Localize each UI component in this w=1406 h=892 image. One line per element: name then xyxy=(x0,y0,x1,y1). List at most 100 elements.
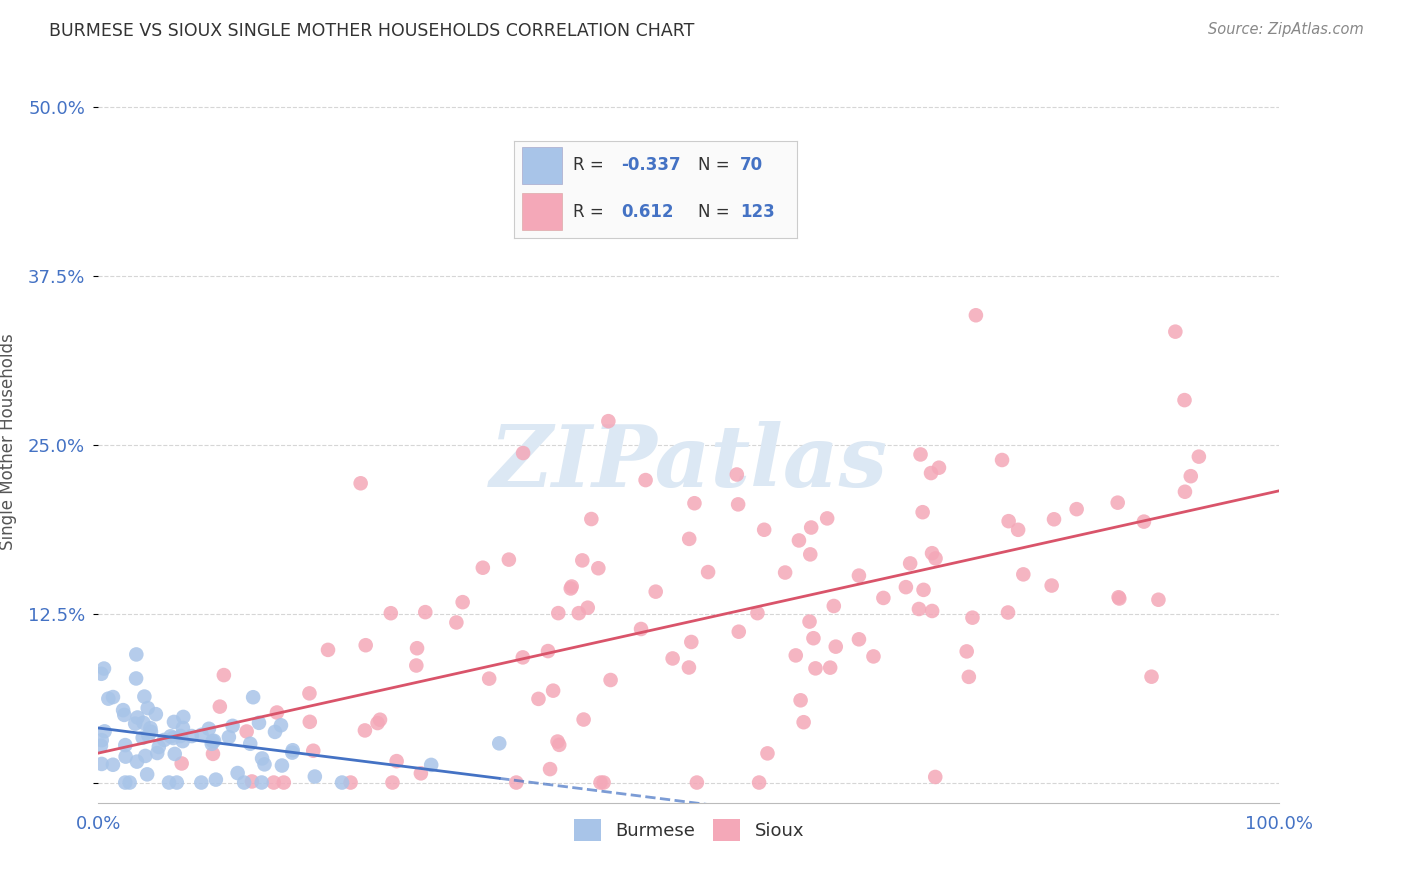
Point xyxy=(271,758,294,772)
Point xyxy=(138,729,160,743)
Point xyxy=(381,775,404,789)
Point xyxy=(581,512,603,526)
Point xyxy=(239,737,262,751)
Bar xyxy=(522,194,562,230)
Y-axis label: Single Mother Households: Single Mother Households xyxy=(0,334,17,549)
Point xyxy=(634,473,657,487)
Point xyxy=(683,496,706,510)
Text: N =: N = xyxy=(697,156,734,175)
Point xyxy=(725,467,748,482)
Point xyxy=(571,553,593,567)
Point xyxy=(630,622,652,636)
Point xyxy=(1040,578,1063,592)
Point xyxy=(330,775,353,789)
Point xyxy=(908,602,931,616)
Point xyxy=(145,707,167,722)
Point xyxy=(247,715,270,730)
Point xyxy=(93,724,115,739)
Point xyxy=(118,775,141,789)
Point xyxy=(136,701,159,715)
Point xyxy=(354,723,377,738)
Point xyxy=(588,561,610,575)
Point xyxy=(785,648,807,663)
Point xyxy=(1108,591,1130,605)
Point xyxy=(1012,567,1035,582)
Point xyxy=(823,599,845,613)
Point xyxy=(1066,502,1088,516)
Point xyxy=(114,775,136,789)
Point xyxy=(218,730,240,744)
Point xyxy=(589,775,612,789)
Point xyxy=(250,775,273,789)
Point xyxy=(235,724,257,739)
Point xyxy=(1043,512,1066,526)
Point xyxy=(599,673,621,687)
Point xyxy=(686,775,709,789)
Point xyxy=(928,460,950,475)
Point xyxy=(420,758,443,772)
Point xyxy=(848,632,870,647)
Point xyxy=(803,631,825,645)
Point xyxy=(1007,523,1029,537)
Point xyxy=(242,690,264,705)
Point xyxy=(818,660,841,674)
Point xyxy=(350,476,373,491)
Text: N =: N = xyxy=(697,202,734,220)
Point xyxy=(561,580,583,594)
Point xyxy=(264,725,287,739)
Point xyxy=(406,641,429,656)
Point xyxy=(281,746,304,760)
Point xyxy=(661,651,683,665)
Point xyxy=(112,703,135,717)
Point xyxy=(537,644,560,658)
Point xyxy=(226,766,249,780)
Point xyxy=(912,582,935,597)
Point xyxy=(921,546,943,560)
Text: R =: R = xyxy=(574,202,614,220)
Point xyxy=(799,615,821,629)
Point xyxy=(1147,592,1170,607)
Point xyxy=(180,729,202,743)
Point xyxy=(488,736,510,750)
Point xyxy=(270,718,292,732)
Point xyxy=(894,580,917,594)
Point xyxy=(134,748,156,763)
Point xyxy=(697,565,720,579)
Point xyxy=(124,716,146,731)
Point xyxy=(90,733,112,747)
Point xyxy=(125,648,148,662)
Point xyxy=(148,739,170,754)
Point xyxy=(190,775,212,789)
Point xyxy=(202,734,225,748)
Point xyxy=(756,747,779,761)
Point xyxy=(1108,591,1130,606)
Point xyxy=(547,606,569,620)
Point xyxy=(1140,670,1163,684)
Point xyxy=(263,775,285,789)
Text: -0.337: -0.337 xyxy=(621,156,681,175)
Point xyxy=(754,523,776,537)
Point xyxy=(298,686,321,700)
Point xyxy=(273,775,295,789)
Point xyxy=(125,672,148,686)
Bar xyxy=(522,147,562,184)
Point xyxy=(1107,496,1129,510)
Point xyxy=(339,775,361,789)
Point xyxy=(560,582,582,596)
Point xyxy=(498,552,520,566)
Point xyxy=(548,738,571,752)
Point xyxy=(924,770,946,784)
Point xyxy=(90,739,112,753)
Point xyxy=(385,754,408,768)
Point xyxy=(281,743,304,757)
Point xyxy=(201,734,224,748)
Point xyxy=(1188,450,1211,464)
Point xyxy=(93,661,115,675)
Text: R =: R = xyxy=(574,156,609,175)
Point xyxy=(957,670,980,684)
Point xyxy=(956,644,979,658)
Point xyxy=(136,767,159,781)
Point xyxy=(727,497,749,511)
Point xyxy=(134,690,156,704)
Point xyxy=(592,775,614,789)
